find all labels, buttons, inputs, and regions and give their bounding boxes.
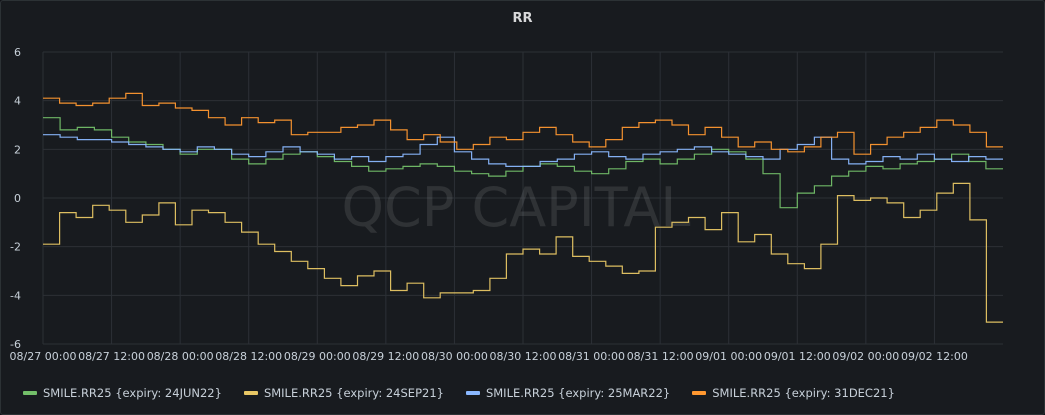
y-tick-label: -4 [10,289,21,302]
legend-item-24sep21[interactable]: SMILE.RR25 {expiry: 24SEP21} [243,386,444,400]
legend-item-31dec21[interactable]: SMILE.RR25 {expiry: 31DEC21} [692,386,895,400]
x-tick-label: 08/28 12:00 [215,350,282,363]
x-tick-label: 08/28 00:00 [147,350,214,363]
x-tick-label: 08/27 00:00 [10,350,77,363]
x-tick-label: 09/01 12:00 [764,350,831,363]
legend-label: SMILE.RR25 {expiry: 24SEP21} [263,386,444,400]
chart-title: RR [512,11,533,26]
y-tick-label: 2 [14,143,21,156]
x-tick-label: 08/31 12:00 [627,350,694,363]
series-line-1 [43,182,1003,323]
x-tick-label: 08/30 12:00 [490,350,557,363]
x-tick-label: 08/29 00:00 [284,350,351,363]
x-tick-label: 08/30 00:00 [421,350,488,363]
y-tick-label: 6 [14,46,21,59]
y-tick-label: -2 [10,241,21,254]
chart-legend: SMILE.RR25 {expiry: 24JUN22} SMILE.RR25 … [23,384,895,402]
watermark-text: QCP CAPITAL [342,176,691,239]
legend-swatch [692,391,707,395]
series-line-3 [43,92,1003,155]
x-tick-label: 09/02 12:00 [901,350,968,363]
y-tick-label: 0 [14,192,21,205]
legend-label: SMILE.RR25 {expiry: 31DEC21} [712,386,895,400]
series-line-2 [43,134,1003,167]
legend-swatch [23,391,37,395]
x-tick-label: 08/31 00:00 [558,350,625,363]
y-tick-label: -6 [10,338,21,351]
x-tick-label: 09/02 00:00 [832,350,899,363]
y-tick-label: 4 [14,95,21,108]
x-tick-label: 08/27 12:00 [78,350,145,363]
legend-item-25mar22[interactable]: SMILE.RR25 {expiry: 25MAR22} [465,386,671,400]
line-chart[interactable]: -6 -4 -2 0 2 4 6 08/27 00:00 08/27 12:00 08/28 00… [1,1,1045,381]
legend-item-24jun22[interactable]: SMILE.RR25 {expiry: 24JUN22} [23,386,222,400]
legend-swatch [465,391,480,395]
legend-swatch [243,391,258,395]
x-tick-label: 09/01 00:00 [695,350,762,363]
legend-label: SMILE.RR25 {expiry: 25MAR22} [485,386,671,400]
x-tick-label: 08/29 12:00 [352,350,419,363]
legend-label: SMILE.RR25 {expiry: 24JUN22} [43,386,222,400]
